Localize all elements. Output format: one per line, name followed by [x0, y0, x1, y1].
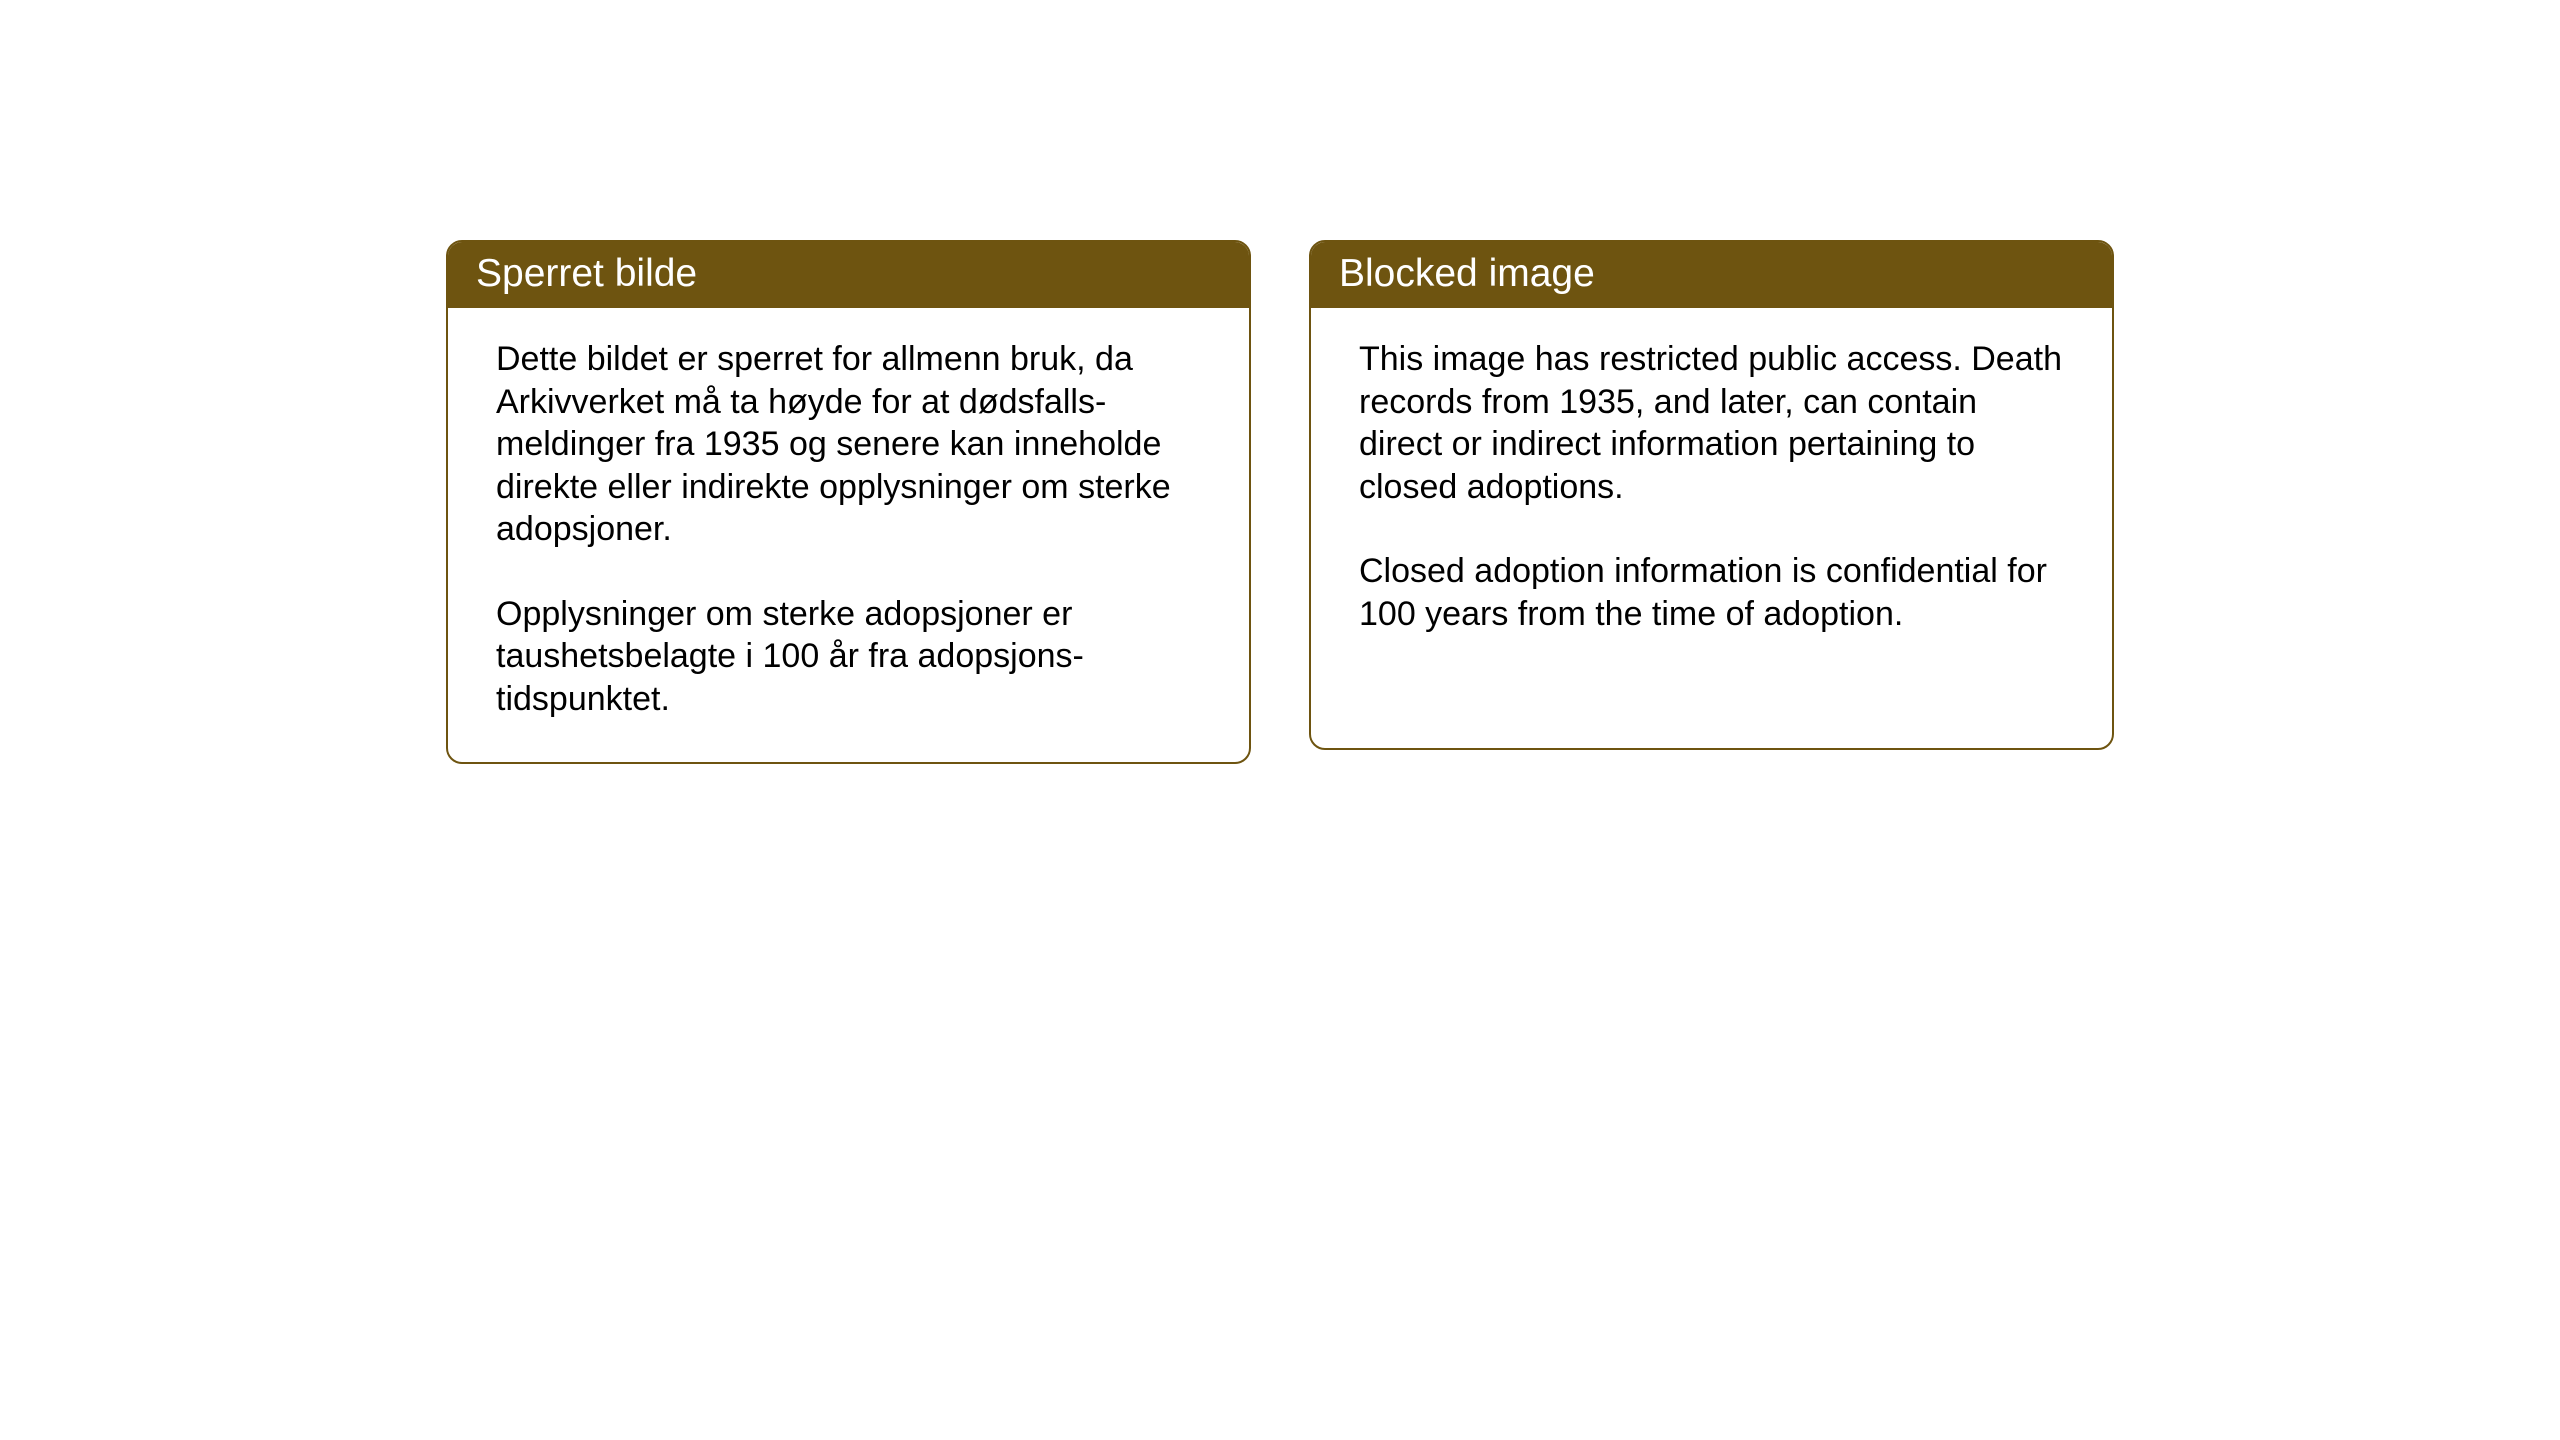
- notice-card-english: Blocked image This image has restricted …: [1309, 240, 2114, 750]
- notice-paragraph-2-english: Closed adoption information is confident…: [1359, 550, 2064, 635]
- notice-container: Sperret bilde Dette bildet er sperret fo…: [446, 240, 2114, 764]
- notice-header-english: Blocked image: [1311, 242, 2112, 308]
- notice-paragraph-2-norwegian: Opplysninger om sterke adopsjoner er tau…: [496, 593, 1201, 721]
- notice-card-norwegian: Sperret bilde Dette bildet er sperret fo…: [446, 240, 1251, 764]
- notice-paragraph-1-norwegian: Dette bildet er sperret for allmenn bruk…: [496, 338, 1201, 551]
- notice-body-norwegian: Dette bildet er sperret for allmenn bruk…: [448, 308, 1249, 762]
- notice-header-norwegian: Sperret bilde: [448, 242, 1249, 308]
- notice-body-english: This image has restricted public access.…: [1311, 308, 2112, 677]
- notice-paragraph-1-english: This image has restricted public access.…: [1359, 338, 2064, 508]
